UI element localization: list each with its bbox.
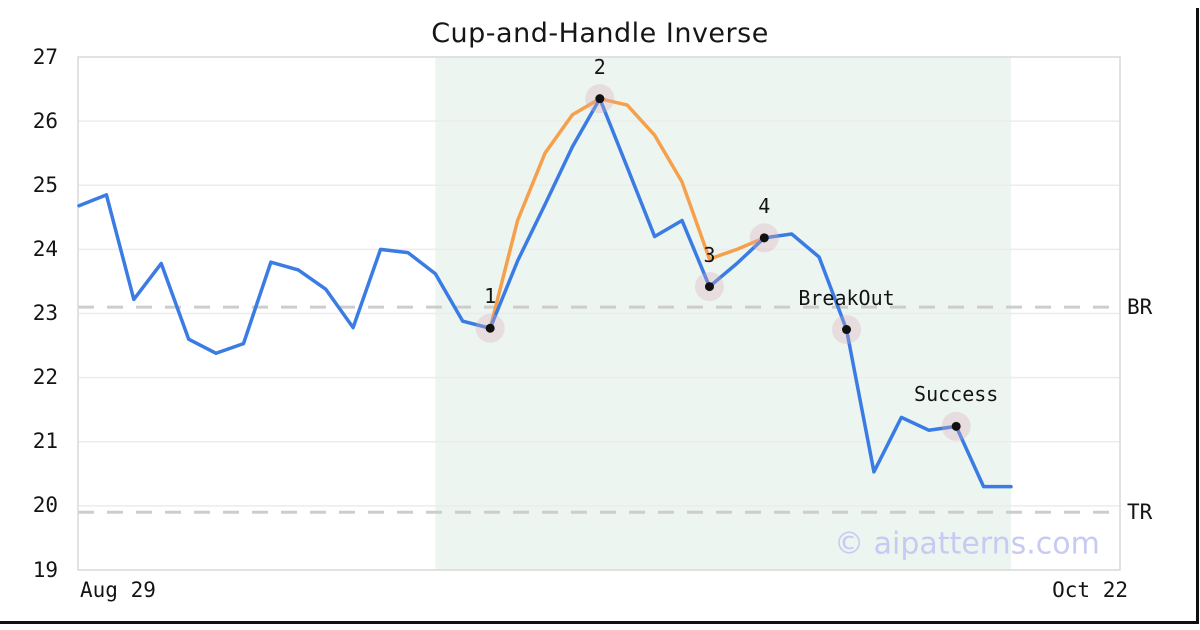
marker-dot — [951, 421, 961, 431]
marker-label-2: 2 — [593, 54, 606, 79]
marker-label-1: 1 — [484, 284, 497, 309]
marker-dot — [595, 94, 605, 104]
marker-dot — [759, 233, 769, 243]
y-tick-label: 26 — [32, 108, 58, 133]
y-tick-label: 24 — [32, 236, 58, 261]
x-tick-end: Oct 22 — [1052, 578, 1128, 602]
marker-label-4: 4 — [758, 193, 771, 218]
marker-dot — [485, 323, 495, 333]
price-line — [77, 96, 1013, 489]
y-tick-label: 23 — [32, 301, 58, 325]
marker-label-breakout: BreakOut — [798, 285, 895, 310]
marker-dot — [842, 325, 852, 335]
y-tick-label: 19 — [32, 557, 58, 582]
y-tick-label: 21 — [32, 429, 58, 454]
marker-label-3: 3 — [703, 242, 716, 267]
chart-title: Cup-and-Handle Inverse — [431, 18, 769, 49]
x-tick-start: Aug 29 — [80, 578, 156, 602]
card-frame-bottom — [0, 621, 1199, 624]
marker-label-success: Success — [914, 382, 999, 407]
marker-dot — [704, 282, 714, 292]
breakout-level-label: BR — [1127, 295, 1153, 320]
card-frame-right — [1196, 8, 1199, 624]
watermark: © aipatterns.com — [834, 526, 1100, 562]
target-level-label: TR — [1127, 500, 1153, 525]
y-tick-label: 20 — [32, 493, 58, 518]
plot-border — [77, 56, 1121, 571]
y-tick-label: 27 — [32, 44, 58, 69]
pattern-line — [488, 96, 767, 330]
y-tick-label: 22 — [32, 365, 58, 390]
y-tick-label: 25 — [32, 172, 58, 197]
